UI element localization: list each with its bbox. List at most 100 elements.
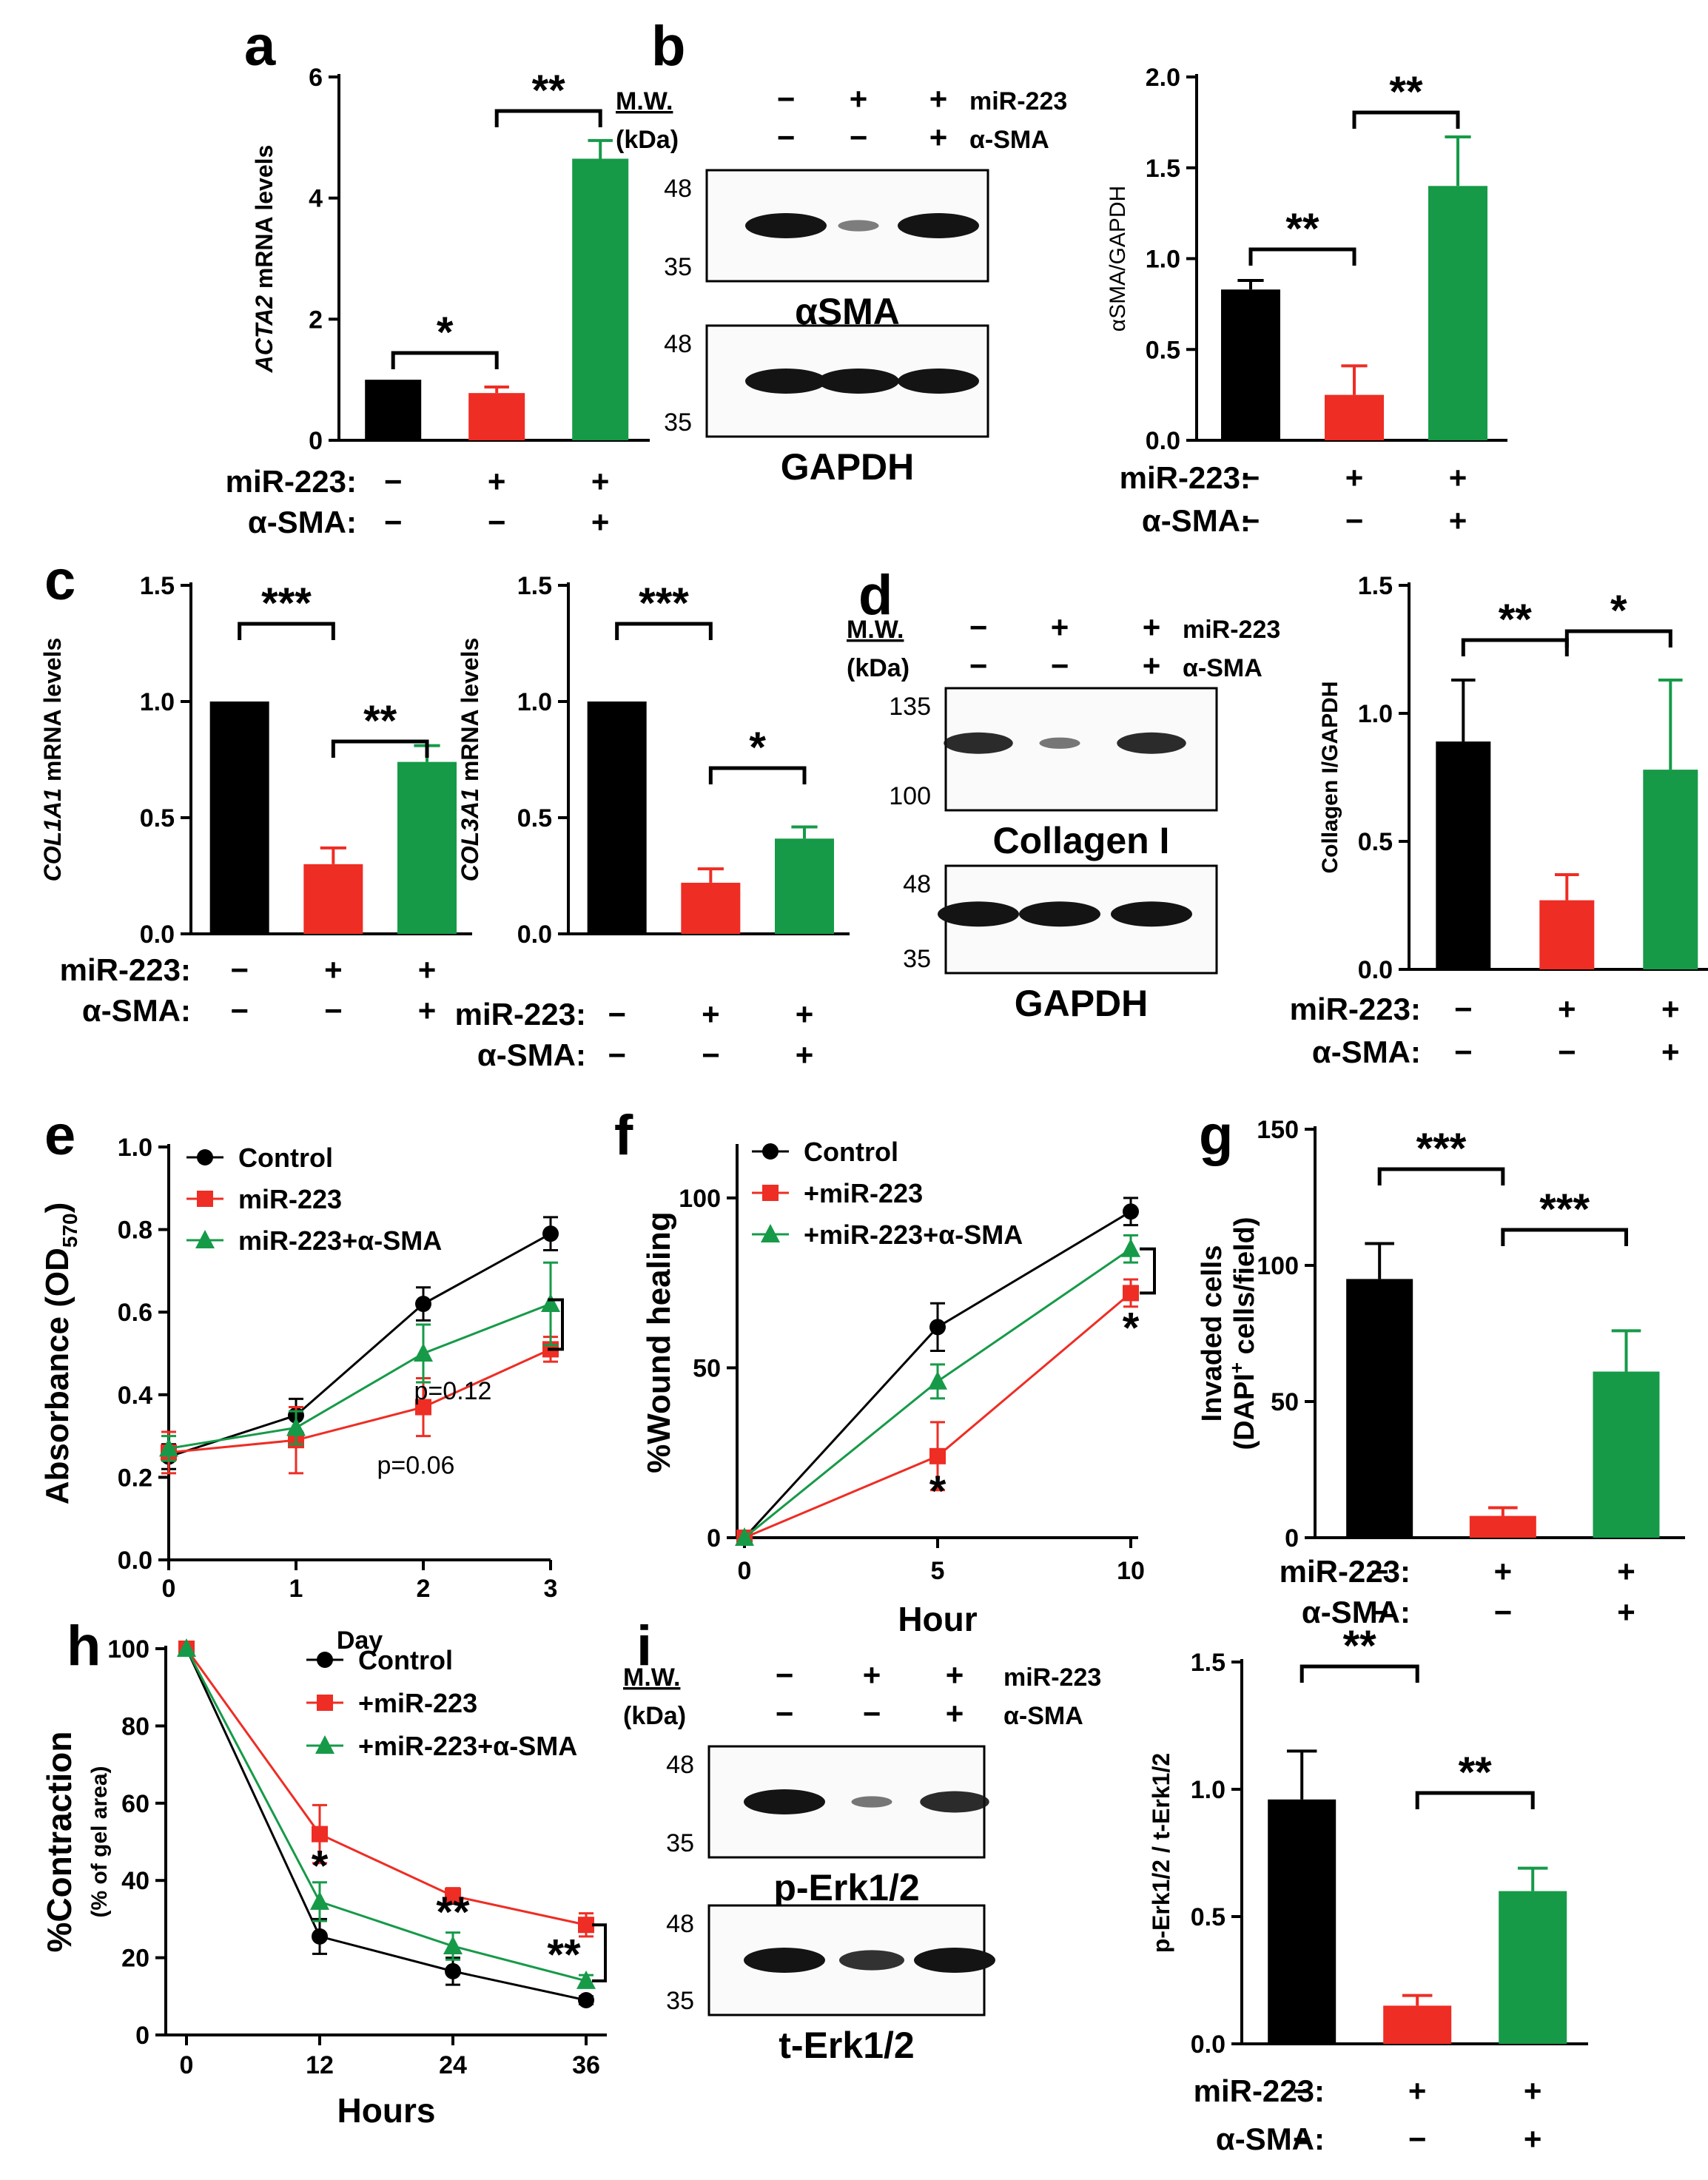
chart-e-y-tick-label: 0.2 <box>118 1464 152 1492</box>
chart-h-y-axis-label: %Contraction <box>40 1732 78 1953</box>
chart-c1-bar-1 <box>209 702 269 934</box>
chart-a-mir223-sign: + <box>591 464 610 499</box>
chart-g-significance-label: *** <box>1539 1185 1590 1234</box>
blot-i-bottom-band <box>744 1948 825 1973</box>
chart-h-x-axis-label: Hours <box>337 2091 436 2130</box>
blot-d-top-band <box>944 732 1013 754</box>
blot-b-kda-label: (kDa) <box>616 126 679 154</box>
chart-a-mir223-sign: − <box>384 464 403 499</box>
chart-b-asma-row-label: α-SMA: <box>1142 503 1251 538</box>
chart-h-point <box>445 1962 461 1979</box>
panel-label-b: b <box>651 15 685 78</box>
chart-a-y-tick-label: 6 <box>309 64 323 92</box>
chart-c2-bar-2 <box>681 882 741 934</box>
chart-c2-mir223-row-label: miR-223: <box>455 997 586 1032</box>
chart-d-asma-sign: − <box>1558 1035 1576 1069</box>
chart-c2-y-tick-label: 0.5 <box>517 804 552 832</box>
chart-c2-bar-3 <box>775 838 834 934</box>
chart-h-point <box>310 1891 329 1910</box>
blot-d-kda-label: (kDa) <box>847 654 910 682</box>
chart-d-significance-label: ** <box>1499 596 1533 644</box>
chart-h-legend-marker <box>317 1695 333 1711</box>
chart-i-significance-bracket <box>1300 1664 1419 1683</box>
chart-e-annotation-p006: p=0.06 <box>377 1452 455 1480</box>
blot-b-top-band <box>745 213 827 238</box>
chart-e-series-line-2 <box>168 1348 551 1454</box>
chart-c1-asma-sign: − <box>324 993 343 1028</box>
chart-f-point <box>929 1319 946 1336</box>
panel-label-d: d <box>858 564 892 627</box>
chart-h-series-line-1 <box>185 1648 587 2002</box>
chart-h-point <box>312 1826 328 1843</box>
chart-c1-asma-sign: + <box>418 993 437 1028</box>
chart-i-asma-row-label: α-SMA: <box>1216 2122 1325 2156</box>
chart-d-bar-3 <box>1643 770 1698 969</box>
chart-f-y-axis-label: %Wound healing <box>641 1211 677 1473</box>
chart-h-x-tick-label: 12 <box>306 2051 334 2079</box>
panel-label-e: e <box>44 1104 75 1167</box>
chart-i-y-tick-label: 0.0 <box>1191 2031 1225 2059</box>
blot-d-mir223-sign: + <box>1143 610 1161 645</box>
blot-d-asma-sign: − <box>1051 648 1069 683</box>
blot-b-bottom-band <box>745 369 827 394</box>
blot-i-bottom-mw-lower: 35 <box>666 1987 694 2015</box>
panel-label-f: f <box>614 1104 633 1167</box>
blot-b-mir223-row-label: miR-223 <box>969 87 1067 115</box>
chart-a-bar-1 <box>365 380 422 440</box>
blot-i-top-band <box>920 1791 989 1813</box>
chart-c1-significance-label: *** <box>261 579 312 628</box>
chart-e-annotation-p012: p=0.12 <box>414 1377 492 1405</box>
chart-c2-y-axis-label: COL3A1 mRNA levels <box>457 638 483 882</box>
chart-c1-y-tick-label: 0.0 <box>140 921 175 949</box>
chart-e-point <box>414 1343 433 1362</box>
chart-d-asma-row-label: α-SMA: <box>1312 1035 1421 1069</box>
chart-e-legend-marker <box>197 1191 213 1207</box>
chart-b-significance-label: ** <box>1285 205 1319 253</box>
chart-f-point <box>1121 1238 1140 1257</box>
chart-b-bar-2 <box>1325 394 1384 440</box>
chart-f-legend-marker <box>761 1224 780 1242</box>
chart-c2-asma-sign: − <box>608 1037 626 1072</box>
chart-c2-significance-bracket <box>708 766 807 784</box>
chart-d-asma-sign: + <box>1661 1035 1680 1069</box>
chart-g-mir223-sign: + <box>1494 1554 1513 1589</box>
chart-e-x-tick-label: 0 <box>162 1575 176 1603</box>
chart-c1-bar-3 <box>397 761 457 934</box>
chart-c1-significance-label: ** <box>363 697 397 745</box>
chart-g-bar-3 <box>1593 1371 1660 1538</box>
chart-b-asma-sign: − <box>1345 503 1364 538</box>
chart-f-point <box>1123 1203 1139 1220</box>
chart-c1-asma-sign: − <box>230 993 249 1028</box>
blot-i-bottom-band <box>839 1950 904 1971</box>
blot-i-top-band <box>851 1796 892 1808</box>
chart-b-y-tick-label: 2.0 <box>1146 64 1180 92</box>
chart-i-y-tick-label: 1.5 <box>1191 1649 1225 1677</box>
chart-g-y-axis-label: Invaded cells(DAPI+ cells/field) <box>1197 1217 1260 1450</box>
chart-f-legend-label: Control <box>804 1137 898 1167</box>
chart-g-mir223-sign: − <box>1371 1554 1389 1589</box>
blot-i-asma-row-label: α-SMA <box>1003 1702 1083 1730</box>
chart-b-y-axis-label: αSMA/GAPDH <box>1106 186 1130 332</box>
chart-g-significance-label: *** <box>1416 1125 1467 1173</box>
chart-g-bar-2 <box>1469 1515 1536 1538</box>
chart-a-significance-bracket <box>391 351 499 369</box>
blot-d-bottom-band <box>1111 901 1192 927</box>
chart-c2-mir223-sign: − <box>608 997 626 1032</box>
chart-h-y-tick-label: 80 <box>121 1712 149 1740</box>
chart-f-x-tick-label: 10 <box>1117 1557 1145 1585</box>
chart-c1-mir223-sign: − <box>230 952 249 987</box>
chart-d-mir223-sign: + <box>1558 992 1576 1026</box>
chart-h-legend-label: Control <box>358 1645 453 1675</box>
chart-a-y-tick-label: 4 <box>309 185 323 213</box>
chart-f-x-tick-label: 0 <box>738 1557 752 1585</box>
chart-g-asma-sign: + <box>1617 1595 1635 1629</box>
blot-i-bottom-band <box>914 1948 995 1973</box>
chart-f-point <box>735 1527 754 1546</box>
chart-g-asma-row-label: α-SMA: <box>1302 1595 1411 1629</box>
chart-b-asma-sign: + <box>1449 503 1467 538</box>
blot-i-asma-sign: + <box>946 1696 964 1731</box>
chart-h-y-tick-label: 60 <box>121 1790 149 1818</box>
chart-d-asma-sign: − <box>1454 1035 1473 1069</box>
chart-a-bar-3 <box>572 158 629 440</box>
